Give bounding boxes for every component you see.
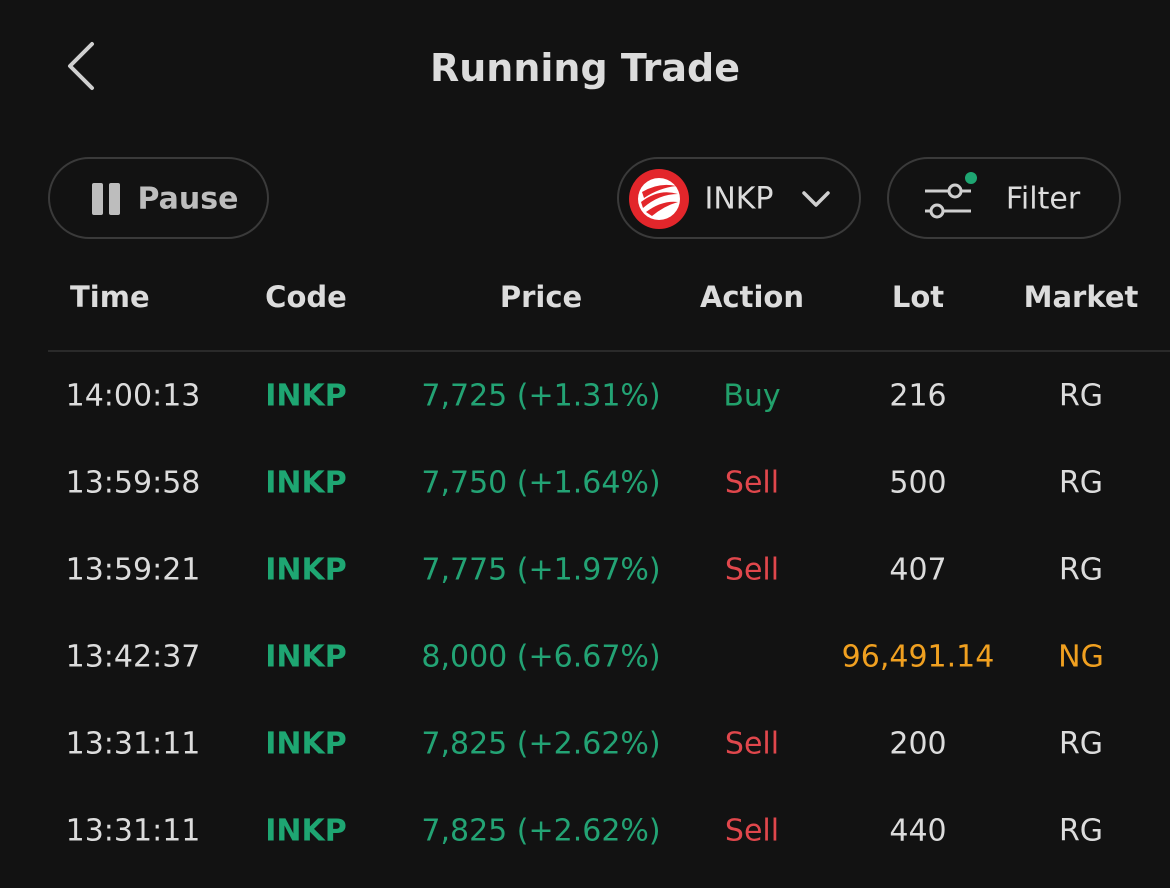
column-header: Code <box>265 280 347 314</box>
pause-label: Pause <box>137 181 239 217</box>
time-cell: 13:31:11 <box>65 813 201 849</box>
action-cell: Sell <box>724 552 780 588</box>
back-button[interactable] <box>60 38 104 94</box>
code-cell: INKP <box>265 726 347 762</box>
action-cell: Sell <box>724 726 780 762</box>
market-cell: NG <box>1058 639 1104 675</box>
stock-logo <box>629 169 689 229</box>
lot-cell: 407 <box>889 552 947 588</box>
pause-button[interactable]: Pause <box>48 157 269 239</box>
lot-cell: 500 <box>889 465 947 501</box>
market-cell: RG <box>1058 552 1104 588</box>
market-cell: RG <box>1058 726 1104 762</box>
lot-cell: 440 <box>889 813 947 849</box>
time-cell: 14:00:13 <box>65 378 201 414</box>
column-header: Action <box>699 280 805 314</box>
time-cell: 13:59:21 <box>65 552 201 588</box>
filter-icon <box>925 172 977 219</box>
price-cell: 7,825 (+2.62%) <box>421 813 661 849</box>
page-title: Running Trade <box>429 46 741 90</box>
code-cell: INKP <box>265 465 347 501</box>
lot-cell: 96,491.14 <box>841 639 995 675</box>
price-cell: 8,000 (+6.67%) <box>421 639 661 675</box>
stock-selector[interactable]: INKP <box>617 157 861 239</box>
price-cell: 7,750 (+1.64%) <box>421 465 661 501</box>
market-cell: RG <box>1058 465 1104 501</box>
market-cell: RG <box>1058 813 1104 849</box>
code-cell: INKP <box>265 813 347 849</box>
lot-cell: 216 <box>889 378 947 414</box>
action-cell: Buy <box>723 378 781 414</box>
action-cell: Sell <box>724 465 780 501</box>
code-cell: INKP <box>265 639 347 675</box>
time-cell: 13:42:37 <box>65 639 201 675</box>
code-cell: INKP <box>265 378 347 414</box>
price-cell: 7,725 (+1.31%) <box>421 378 661 414</box>
dropdown-chevron <box>802 191 830 207</box>
filter-label: Filter <box>1005 181 1081 217</box>
pause-icon <box>92 183 120 215</box>
action-cell: Sell <box>724 813 780 849</box>
column-header: Lot <box>891 280 945 314</box>
time-cell: 13:31:11 <box>65 726 201 762</box>
column-header: Market <box>1023 280 1139 314</box>
filter-button[interactable]: Filter <box>887 157 1121 239</box>
lot-cell: 200 <box>889 726 947 762</box>
price-cell: 7,825 (+2.62%) <box>421 726 661 762</box>
header-divider <box>48 350 1170 352</box>
column-header: Price <box>499 280 583 314</box>
time-cell: 13:59:58 <box>65 465 201 501</box>
price-cell: 7,775 (+1.97%) <box>421 552 661 588</box>
column-header: Time <box>70 280 150 314</box>
stock-code: INKP <box>704 181 774 217</box>
code-cell: INKP <box>265 552 347 588</box>
market-cell: RG <box>1058 378 1104 414</box>
